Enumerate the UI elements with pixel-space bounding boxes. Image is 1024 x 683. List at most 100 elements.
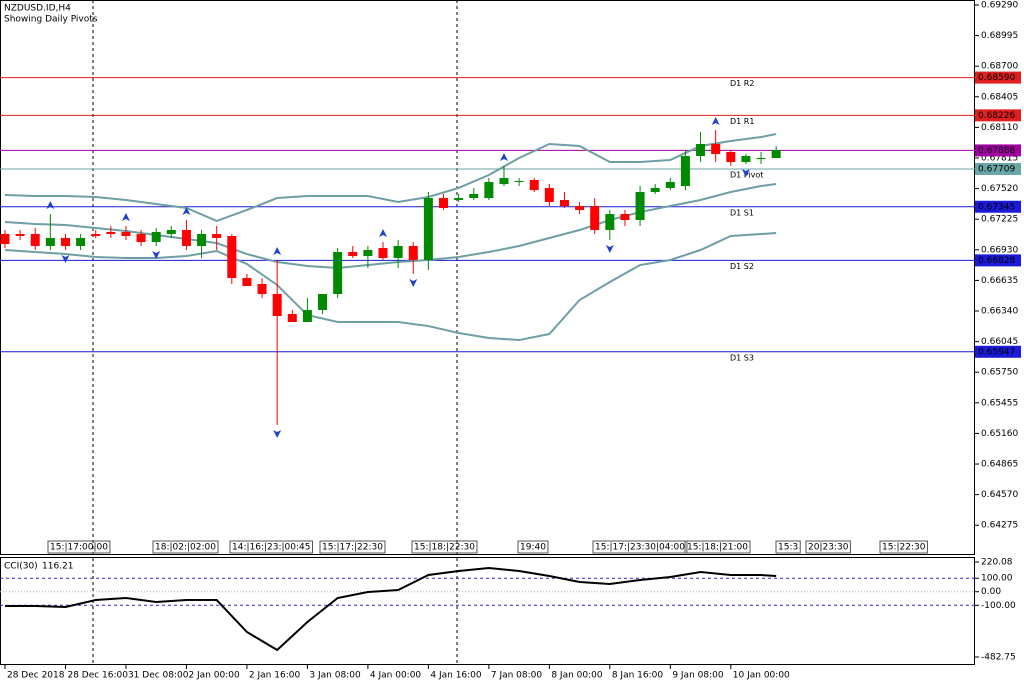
time-box: 15:3 [778,543,798,553]
candle-body [726,151,736,163]
pivot-value: 0.68226 [978,111,1015,121]
time-box-frame [152,540,219,554]
candle-body [227,236,237,279]
y-tick-label: 0.64865 [981,460,1018,470]
y-tick-label: 0.65455 [981,398,1018,408]
candle-body [181,229,191,246]
y-tick-label: 0.67225 [981,215,1018,225]
fractal-up [379,229,388,238]
time-box: 15:|17:00|00 [50,543,108,553]
x-tick-label: 2 Jan 00:00 [188,671,240,681]
candle-body [348,251,358,257]
time-box-frame [684,540,751,554]
fractal-down [61,255,70,264]
candle-body [605,214,615,230]
time-box: 15:|18:|22:30 [414,543,475,553]
cci-tick-label: 100.00 [981,574,1013,584]
candle-body [76,237,86,246]
cci-line [4,566,777,652]
candle-body [741,156,751,163]
candle-body [318,293,328,310]
time-box-frame [47,540,111,554]
fractal-up [182,207,191,216]
cci-tick-label: -482.75 [981,653,1016,663]
y-tick-label: 0.68405 [981,92,1018,102]
candle-body [454,198,464,201]
candle-body [469,193,479,199]
candle-body [302,309,312,323]
candle-body [499,178,509,185]
pivot-label: D1 S1 [730,208,754,217]
y-tick-label: 0.65160 [981,429,1018,439]
time-box: 19:40 [520,543,546,553]
y-tick-label: 0.64275 [981,521,1018,531]
candle-body [514,181,524,183]
candle-body [91,234,101,237]
pivot-badge [975,109,1021,122]
cci-panel [0,557,975,665]
candle-body [242,278,252,287]
candle-body [121,231,131,237]
fractal-down [273,430,282,439]
x-tick-label: 8 Jan 16:00 [612,671,664,681]
candle-body [45,237,55,246]
y-tick-label: 0.64570 [981,490,1018,500]
candle-body [106,231,116,235]
pivot-value: 0.67345 [978,202,1015,212]
time-box: 15:|17:|23:30|04:00 [595,543,685,553]
x-tick-label: 28 Dec 16:00 [67,671,128,681]
time-box: 14:|16:|23:|00:45 [232,543,311,553]
candle-body [272,293,282,316]
pivot-badge [975,345,1021,358]
fractal-up [711,116,720,125]
candle-body [136,234,146,243]
fractal-up [121,213,130,222]
candle-body [0,234,10,244]
candle-body [212,234,222,238]
candle-body [423,198,433,260]
band-upper [4,133,777,223]
candle-body [257,284,267,294]
cci-value: 116.21 [42,562,74,572]
cci-tick-label: 0.00 [981,587,1001,597]
fractal-down [409,278,418,287]
cci-tick-label: -100.00 [981,601,1016,611]
time-box-frame [229,540,313,554]
pivot-badge [975,254,1021,267]
band-lower [4,231,777,342]
pivot-value: 0.67709 [978,164,1015,174]
time-box-frame [775,540,801,554]
x-tick-label: 4 Jan 16:00 [430,671,482,681]
y-tick-label: 0.67815 [981,153,1018,163]
current-price-badge [975,144,1021,157]
candle-body [151,231,161,243]
pivot-label: D1 S3 [730,353,754,362]
x-tick-label: 9 Jan 08:00 [672,671,724,681]
fractal-up [499,152,508,161]
time-box-frame [411,540,478,554]
time-box-frame [879,540,928,554]
y-tick-label: 0.67520 [981,184,1018,194]
candle-body [333,251,343,294]
candle-body [756,157,766,159]
candle-body [711,143,721,155]
fractal-up [46,201,55,210]
candle-body [408,245,418,260]
candle-body [287,314,297,323]
y-tick-label: 0.66930 [981,245,1018,255]
candle-body [590,206,600,230]
candle-body [529,179,539,191]
cci-tick-label: 220.08 [981,558,1013,568]
time-box-frame [319,540,386,554]
current-price-value: 0.67888 [978,146,1015,156]
time-box: 15:|18:|21:00 [687,543,748,553]
candle-body [559,200,569,207]
pivot-value: 0.65947 [978,347,1015,357]
pivot-badge [975,71,1021,84]
time-box: 18:|02:|02:00 [155,543,216,553]
candle-body [166,229,176,235]
candle-body [620,214,630,221]
chart-subtitle: Showing Daily Pivots [4,15,98,25]
